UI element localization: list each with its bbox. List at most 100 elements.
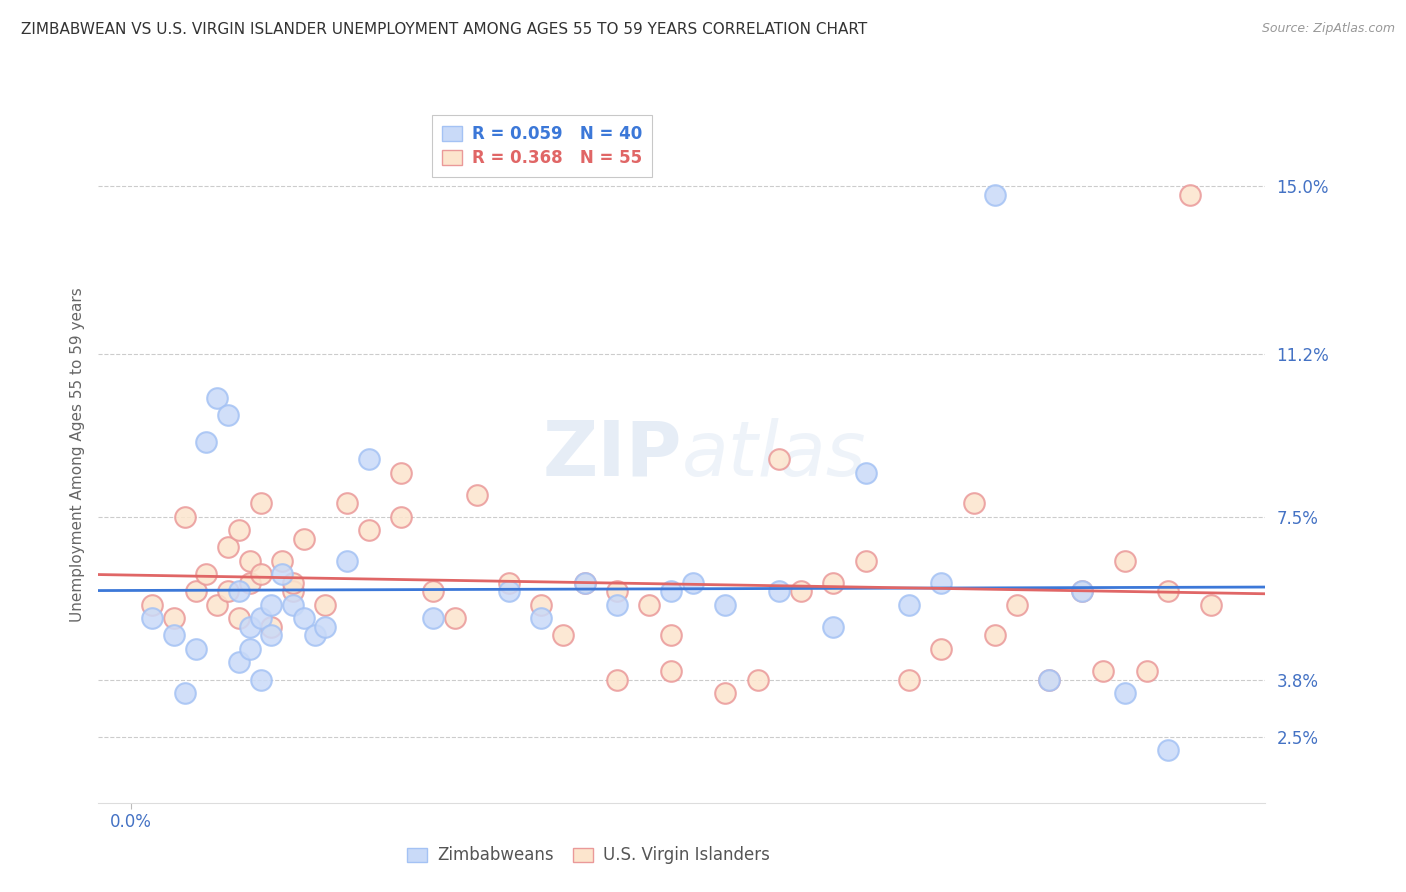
Point xyxy=(314,598,336,612)
Point xyxy=(465,487,488,501)
Point xyxy=(530,598,553,612)
Point xyxy=(530,611,553,625)
Point xyxy=(249,496,271,510)
Point xyxy=(606,598,628,612)
Point xyxy=(173,686,195,700)
Y-axis label: Unemployment Among Ages 55 to 59 years: Unemployment Among Ages 55 to 59 years xyxy=(69,287,84,623)
Text: atlas: atlas xyxy=(682,418,866,491)
Point xyxy=(984,628,1007,642)
Legend: Zimbabweans, U.S. Virgin Islanders: Zimbabweans, U.S. Virgin Islanders xyxy=(401,839,778,871)
Point xyxy=(1070,584,1092,599)
Point xyxy=(195,566,218,581)
Point xyxy=(747,673,769,687)
Point xyxy=(498,584,520,599)
Point xyxy=(659,628,682,642)
Text: ZIMBABWEAN VS U.S. VIRGIN ISLANDER UNEMPLOYMENT AMONG AGES 55 TO 59 YEARS CORREL: ZIMBABWEAN VS U.S. VIRGIN ISLANDER UNEMP… xyxy=(21,22,868,37)
Point xyxy=(195,434,218,449)
Point xyxy=(1178,188,1201,202)
Point xyxy=(217,584,239,599)
Point xyxy=(239,620,262,634)
Point xyxy=(228,584,250,599)
Point xyxy=(260,628,283,642)
Point xyxy=(574,575,596,590)
Point xyxy=(1038,673,1060,687)
Point xyxy=(304,628,326,642)
Point xyxy=(1157,584,1180,599)
Point xyxy=(855,466,877,480)
Point xyxy=(184,584,207,599)
Point xyxy=(659,664,682,678)
Point xyxy=(855,553,877,567)
Point xyxy=(1135,664,1157,678)
Point xyxy=(292,611,315,625)
Point xyxy=(962,496,984,510)
Point xyxy=(389,509,412,524)
Point xyxy=(281,575,304,590)
Point xyxy=(790,584,813,599)
Point xyxy=(1092,664,1115,678)
Point xyxy=(1005,598,1028,612)
Point xyxy=(163,628,186,642)
Point xyxy=(184,641,207,656)
Point xyxy=(444,611,467,625)
Point xyxy=(714,686,737,700)
Point xyxy=(228,655,250,669)
Point xyxy=(574,575,596,590)
Point xyxy=(498,575,520,590)
Point xyxy=(336,553,359,567)
Point xyxy=(228,611,250,625)
Point xyxy=(984,188,1007,202)
Point xyxy=(217,409,239,423)
Point xyxy=(281,598,304,612)
Point xyxy=(271,553,294,567)
Point xyxy=(638,598,661,612)
Point xyxy=(281,584,304,599)
Point xyxy=(422,611,444,625)
Point xyxy=(207,598,229,612)
Point xyxy=(173,509,195,524)
Point xyxy=(207,391,229,405)
Point xyxy=(163,611,186,625)
Point xyxy=(823,620,845,634)
Point xyxy=(271,566,294,581)
Point xyxy=(217,541,239,555)
Point xyxy=(897,673,920,687)
Point xyxy=(239,553,262,567)
Point xyxy=(249,566,271,581)
Text: ZIP: ZIP xyxy=(543,418,682,491)
Point xyxy=(422,584,444,599)
Point xyxy=(1038,673,1060,687)
Point xyxy=(929,641,952,656)
Point xyxy=(292,532,315,546)
Point xyxy=(141,611,163,625)
Point xyxy=(249,673,271,687)
Point xyxy=(682,575,704,590)
Point xyxy=(1070,584,1092,599)
Text: Source: ZipAtlas.com: Source: ZipAtlas.com xyxy=(1261,22,1395,36)
Point xyxy=(260,598,283,612)
Point xyxy=(389,466,412,480)
Point xyxy=(823,575,845,590)
Point xyxy=(768,452,790,467)
Point xyxy=(228,523,250,537)
Point xyxy=(239,575,262,590)
Point xyxy=(551,628,574,642)
Point xyxy=(606,673,628,687)
Point xyxy=(336,496,359,510)
Point xyxy=(260,620,283,634)
Point xyxy=(1157,743,1180,757)
Point xyxy=(239,641,262,656)
Point xyxy=(314,620,336,634)
Point xyxy=(768,584,790,599)
Point xyxy=(1114,686,1136,700)
Point xyxy=(606,584,628,599)
Point xyxy=(897,598,920,612)
Point xyxy=(714,598,737,612)
Point xyxy=(357,452,380,467)
Point xyxy=(1201,598,1223,612)
Point xyxy=(141,598,163,612)
Point xyxy=(249,611,271,625)
Point xyxy=(929,575,952,590)
Point xyxy=(1114,553,1136,567)
Point xyxy=(357,523,380,537)
